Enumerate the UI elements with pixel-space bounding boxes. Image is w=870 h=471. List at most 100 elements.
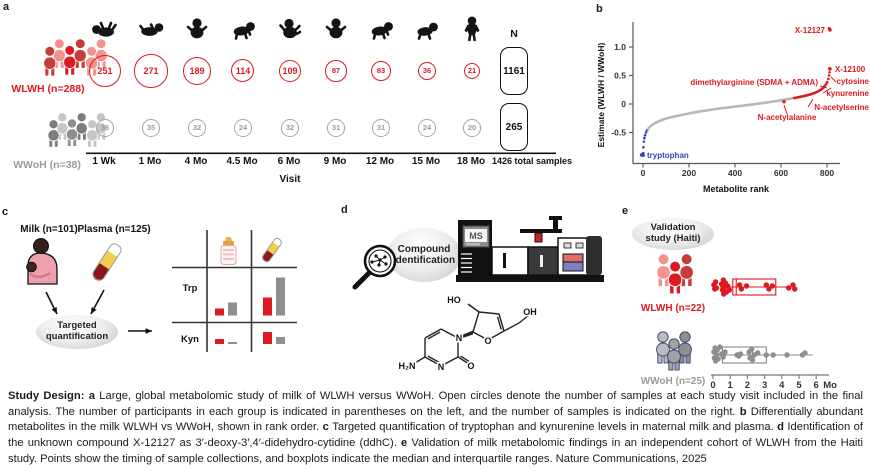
baby-icon	[92, 21, 117, 37]
wwoh-haiti-label: WWoH (n=25)	[640, 376, 706, 387]
svg-text:O: O	[484, 336, 491, 346]
baby-icon	[186, 18, 208, 39]
mother-breastfeeding-icon	[26, 238, 58, 285]
sample-count-wwoh: 24	[234, 119, 252, 137]
wlwh-cohort-label: WLWH (n=288)	[11, 83, 85, 95]
sample-count-wwoh: 35	[142, 119, 160, 137]
baby-icon	[233, 22, 255, 40]
flow-arrows	[45, 289, 152, 334]
caption-bold-segment: b	[739, 405, 751, 418]
sample-count-wlwh: 189	[183, 57, 211, 85]
svg-text:X-12127: X-12127	[795, 26, 826, 35]
wlwh-haiti-label: WLWH (n=22)	[640, 303, 706, 314]
visit-tick-label: 1 Mo	[138, 156, 162, 167]
svg-text:N: N	[438, 362, 445, 372]
svg-text:Mo: Mo	[823, 380, 837, 391]
visit-tick-label: 9 Mo	[323, 156, 347, 167]
svg-text:2: 2	[745, 380, 750, 391]
svg-text:400: 400	[728, 168, 742, 178]
sample-count-wwoh: 31	[372, 119, 390, 137]
caption-bold-segment: d	[777, 421, 788, 434]
svg-text:Metabolite rank: Metabolite rank	[703, 184, 770, 194]
svg-text:0: 0	[710, 380, 715, 391]
visit-tick-label: 15 Mo	[411, 156, 441, 167]
sample-count-wwoh: 24	[418, 119, 436, 137]
validation-line1: Validation	[650, 222, 696, 234]
visit-axis-label: Visit	[279, 174, 301, 185]
blood-tube-small-icon	[262, 237, 282, 263]
svg-text:tryptophan: tryptophan	[647, 151, 689, 160]
sample-count-wwoh: 31	[327, 119, 345, 137]
sample-count-wwoh: 32	[281, 119, 299, 137]
svg-text:0: 0	[641, 168, 646, 178]
total-samples-label: 1426 total samples	[492, 156, 573, 166]
svg-text:cytosine: cytosine	[837, 77, 870, 86]
compound-line1: Compound	[397, 243, 451, 255]
haiti-timing-plot: 0 1 2 3 4 5 6 Mo	[710, 277, 837, 391]
svg-text:Estimate (WLWH / WWoH): Estimate (WLWH / WWoH)	[596, 42, 606, 147]
sample-count-wlwh: 251	[89, 55, 121, 87]
targeted-quantification-ellipse: Targeted quantification	[36, 315, 118, 349]
baby-icon	[139, 23, 164, 36]
svg-text:-0.5: -0.5	[611, 128, 626, 138]
wlwh-beeswarm	[711, 277, 798, 297]
visit-axis-line	[86, 152, 556, 155]
kyn-plasma-bar-wwoh	[276, 337, 285, 344]
magnifier-molecule-icon	[352, 244, 397, 290]
mass-spectrometer-icon: MS	[456, 216, 604, 282]
caption-segment: Targeted quantification of tryptophan an…	[332, 421, 778, 434]
svg-text:800: 800	[820, 168, 834, 178]
svg-text:N: N	[456, 333, 463, 343]
svg-text:1.0: 1.0	[614, 42, 626, 52]
baby-icon	[279, 18, 302, 39]
sample-count-wlwh: 114	[231, 59, 255, 83]
trp-milk-bar-wwoh	[228, 302, 237, 316]
sample-count-wlwh: 36	[418, 62, 436, 80]
svg-text:N-acetylalanine: N-acetylalanine	[758, 113, 817, 122]
svg-text:X-12100: X-12100	[835, 65, 866, 74]
ddhc-structure: HO OH O N N H₂N O	[397, 294, 538, 374]
milk-bottle-icon	[220, 237, 237, 265]
sample-count-wwoh: 20	[463, 119, 481, 137]
n-total-wlwh-box: 1161	[500, 47, 528, 95]
sample-count-wlwh: 83	[370, 60, 392, 82]
svg-text:dimethylarginine (SDMA + ADMA): dimethylarginine (SDMA + ADMA)	[690, 78, 818, 87]
wlwh-people-icon	[43, 38, 108, 77]
trp-plasma-bar-wwoh	[276, 277, 285, 316]
wwoh-beeswarm	[711, 344, 813, 364]
n-total-wwoh-box: 265	[500, 103, 528, 151]
targeted-line1: Targeted	[57, 320, 97, 332]
wwoh-cohort-label: WWoH (n=38)	[13, 159, 81, 171]
wwoh-haiti-people-icon	[656, 331, 692, 371]
svg-text:kynurenine: kynurenine	[826, 89, 869, 98]
caption-segment: Identification of the unknown compound X…	[8, 421, 863, 450]
svg-text:OH: OH	[523, 307, 537, 317]
svg-text:0.5: 0.5	[614, 71, 626, 81]
compound-identification-ellipse: Compound identification	[387, 228, 461, 282]
trp-milk-bar-wlwh	[215, 308, 224, 316]
trp-plasma-bar-wlwh	[263, 297, 272, 316]
svg-text:3: 3	[762, 380, 767, 391]
svg-text:4: 4	[779, 380, 785, 391]
targeted-line2: quantification	[45, 331, 109, 342]
svg-text:5: 5	[796, 380, 802, 391]
sample-count-wwoh: 36	[96, 119, 114, 137]
trp-kyn-bars	[215, 277, 285, 344]
validation-line2: study (Haiti)	[645, 233, 701, 244]
kyn-milk-bar-wlwh	[215, 339, 224, 344]
caption-bold-segment: a	[88, 390, 100, 402]
svg-text:1: 1	[728, 380, 734, 391]
visit-tick-label: 4.5 Mo	[226, 156, 258, 167]
caption-bold-segment: c	[322, 421, 333, 434]
milk-count-label: Milk (n=101)	[20, 224, 78, 235]
caption-segment: Large, global metabolomic study of milk …	[8, 390, 863, 418]
caption-bold-segment: e	[401, 437, 412, 450]
caption-segment: Differentially abundant metabolites in t…	[8, 405, 863, 434]
svg-text:0: 0	[621, 99, 626, 109]
kyn-plasma-bar-wlwh	[263, 332, 272, 344]
svg-text:600: 600	[774, 168, 788, 178]
sample-count-wlwh: 21	[463, 62, 481, 80]
visit-tick-label: 1 Wk	[92, 156, 116, 167]
baby-icon	[325, 18, 347, 39]
